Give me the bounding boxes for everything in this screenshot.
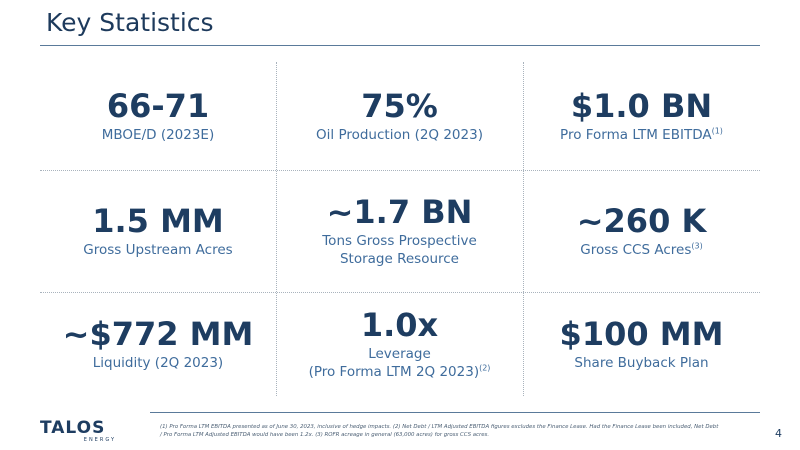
company-logo: TALOS ENERGY xyxy=(40,419,124,445)
title-divider xyxy=(40,45,760,46)
stat-storage-resource: ~1.7 BN Tons Gross Prospective Storage Re… xyxy=(276,170,523,292)
footnote-marker: (1) xyxy=(711,126,723,136)
stat-label: MBOE/D (2023E) xyxy=(101,127,215,143)
footer-divider xyxy=(150,412,760,413)
stat-value: ~1.7 BN xyxy=(326,193,473,231)
row-divider xyxy=(40,170,760,171)
stat-value: 1.5 MM xyxy=(92,202,224,240)
stat-upstream-acres: 1.5 MM Gross Upstream Acres xyxy=(40,170,276,292)
stat-label: Tons Gross Prospective Storage Resource xyxy=(322,233,477,267)
stat-liquidity: ~$772 MM Liquidity (2Q 2023) xyxy=(40,292,276,396)
footnote-marker: (2) xyxy=(479,363,491,373)
stat-label: Liquidity (2Q 2023) xyxy=(92,355,224,371)
footnote-text: (1) Pro Forma LTM EBITDA presented as of… xyxy=(160,424,719,438)
stat-buyback: $100 MM Share Buyback Plan xyxy=(523,292,760,396)
stat-label: Leverage (Pro Forma LTM 2Q 2023)(2) xyxy=(308,346,491,380)
stat-value: ~260 K xyxy=(576,202,707,240)
stat-production: 66-71 MBOE/D (2023E) xyxy=(40,62,276,170)
stat-ebitda: $1.0 BN Pro Forma LTM EBITDA(1) xyxy=(523,62,760,170)
row-divider xyxy=(40,292,760,293)
page-number: 4 xyxy=(775,427,782,440)
stat-value: 1.0x xyxy=(360,306,439,344)
logo-subtitle: ENERGY xyxy=(83,437,116,443)
stat-label: Gross Upstream Acres xyxy=(83,242,233,258)
stat-ccs-acres: ~260 K Gross CCS Acres(3) xyxy=(523,170,760,292)
stat-oil-production: 75% Oil Production (2Q 2023) xyxy=(276,62,523,170)
page-title: Key Statistics xyxy=(46,8,214,37)
stat-value: 75% xyxy=(361,87,438,125)
stat-label: Gross CCS Acres(3) xyxy=(580,241,703,258)
stat-label: Oil Production (2Q 2023) xyxy=(316,127,483,143)
stat-label: Pro Forma LTM EBITDA(1) xyxy=(560,126,723,143)
stat-value: ~$772 MM xyxy=(62,315,254,353)
stat-value: $1.0 BN xyxy=(570,87,713,125)
stats-grid: 66-71 MBOE/D (2023E) 75% Oil Production … xyxy=(40,62,760,396)
stat-value: 66-71 xyxy=(106,87,210,125)
stat-leverage: 1.0x Leverage (Pro Forma LTM 2Q 2023)(2) xyxy=(276,292,523,396)
column-divider xyxy=(523,62,524,396)
stat-label: Share Buyback Plan xyxy=(574,355,709,371)
footnote-marker: (3) xyxy=(691,241,703,251)
stat-value: $100 MM xyxy=(559,315,724,353)
column-divider xyxy=(276,62,277,396)
logo-wordmark: TALOS xyxy=(40,418,106,438)
